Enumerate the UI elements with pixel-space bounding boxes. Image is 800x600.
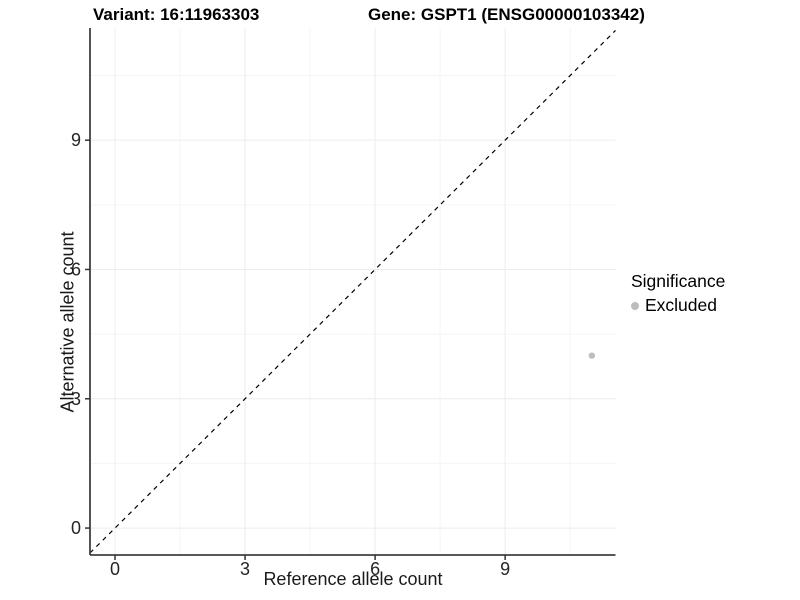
plot-title-gene: Gene: GSPT1 (ENSG00000103342)	[368, 5, 645, 24]
y-axis-title: Alternative allele count	[57, 231, 78, 413]
data-point	[588, 352, 596, 359]
x-tick-label: 9	[500, 559, 510, 579]
y-tick-label: 6	[71, 259, 81, 279]
legend-item-label: Excluded	[645, 295, 717, 315]
x-tick-label: 3	[240, 559, 250, 579]
identity-reference-line	[89, 30, 616, 554]
y-tick-label: 0	[71, 518, 81, 538]
y-tick-label: 9	[71, 130, 81, 150]
x-axis-title: Reference allele count	[263, 569, 443, 589]
x-tick-label: 6	[370, 559, 380, 579]
excluded-point-icon	[631, 301, 639, 310]
plot-title-variant: Variant: 16:11963303	[93, 5, 260, 24]
legend-title: Significance	[631, 271, 726, 291]
y-tick-label: 3	[71, 389, 81, 409]
x-tick-label: 0	[110, 559, 120, 579]
legend-item-excluded: Excluded	[631, 295, 725, 316]
legend: Significance Excluded	[631, 271, 725, 316]
